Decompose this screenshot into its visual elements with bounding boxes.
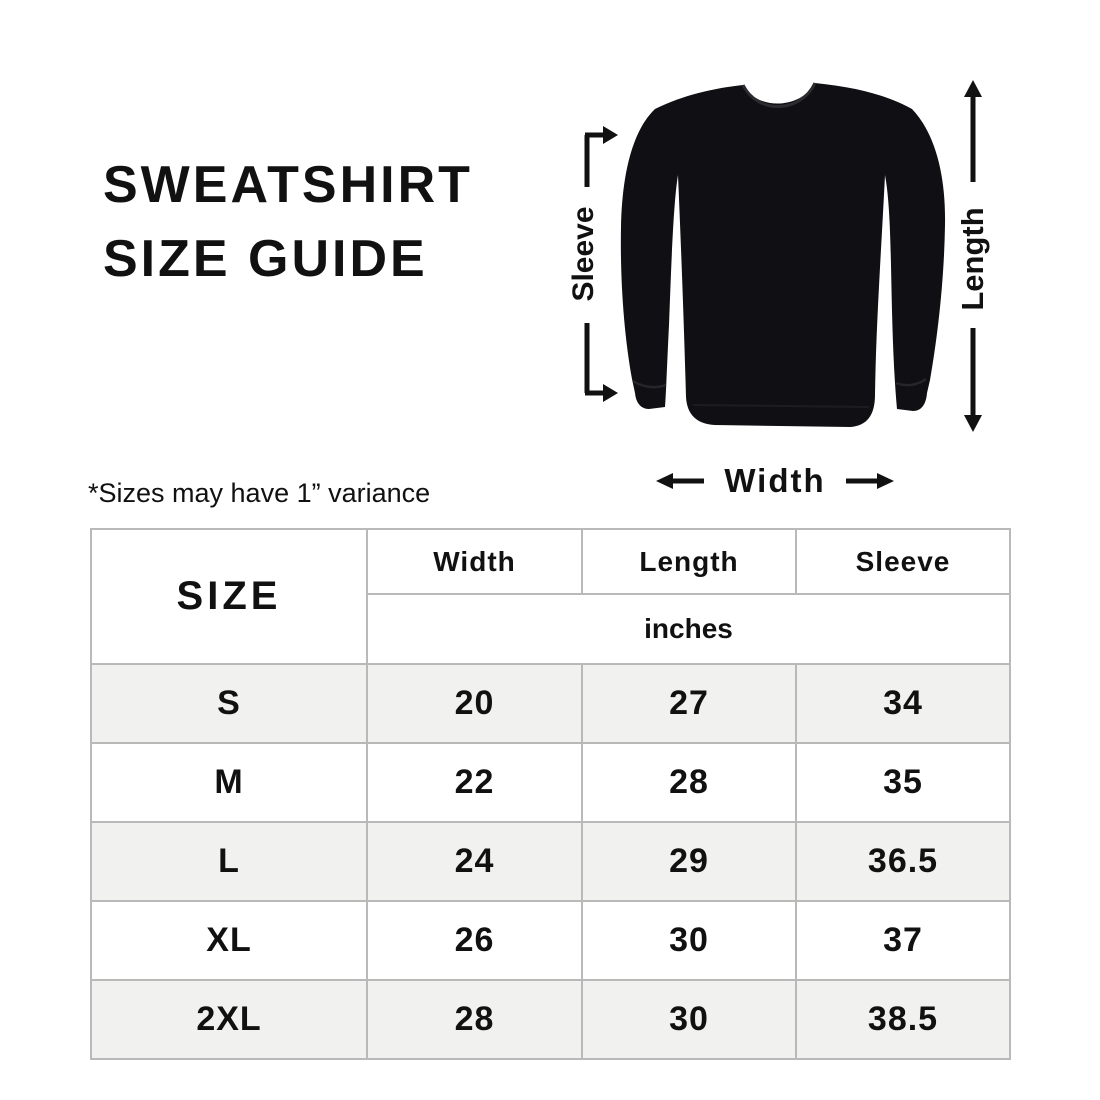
size-table: SIZE Width Length Sleeve inches S 20 27 … [90, 528, 1011, 1060]
sleeve-measure-label: Sleeve [567, 206, 600, 302]
table-row: S 20 27 34 [90, 663, 1011, 744]
width-cell: 24 [366, 821, 583, 902]
size-cell: L [90, 821, 368, 902]
sweatshirt-illustration [620, 82, 946, 427]
sleeve-cell: 38.5 [795, 979, 1011, 1060]
size-cell: XL [90, 900, 368, 981]
sleeve-cell: 36.5 [795, 821, 1011, 902]
length-cell: 27 [581, 663, 797, 744]
width-measure: Width [635, 460, 915, 502]
table-header-row: SIZE Width Length Sleeve [90, 528, 1011, 665]
sleeve-cell: 34 [795, 663, 1011, 744]
page-title-line-2: SIZE GUIDE [103, 230, 428, 288]
width-right-arrow-icon [845, 473, 894, 489]
sleeve-column-header: Sleeve [795, 528, 1011, 595]
sleeve-cell: 35 [795, 742, 1011, 823]
width-cell: 22 [366, 742, 583, 823]
unit-header: inches [366, 593, 1011, 665]
width-measure-label: Width [724, 462, 826, 499]
variance-note: *Sizes may have 1” variance [88, 478, 431, 508]
page-title: SWEATSHIRT SIZE GUIDE [103, 148, 473, 296]
width-cell: 28 [366, 979, 583, 1060]
length-cell: 28 [581, 742, 797, 823]
left-cuff-seam [632, 379, 667, 389]
size-cell: M [90, 742, 368, 823]
size-cell: S [90, 663, 368, 744]
table-row: XL 26 30 37 [90, 900, 1011, 981]
length-top-arrowhead [964, 80, 982, 97]
length-cell: 29 [581, 821, 797, 902]
width-cell: 20 [366, 663, 583, 744]
length-cell: 30 [581, 979, 797, 1060]
page-title-line-1: SWEATSHIRT [103, 156, 473, 214]
length-column-header: Length [581, 528, 797, 595]
table-row: 2XL 28 30 38.5 [90, 979, 1011, 1060]
width-column-header: Width [366, 528, 583, 595]
hem-seam [692, 404, 870, 408]
sweatshirt-silhouette [620, 83, 946, 427]
sleeve-top-arrowhead [603, 126, 618, 144]
width-left-arrow-icon [656, 473, 705, 489]
length-measure-label: Length [955, 207, 990, 311]
table-row: L 24 29 36.5 [90, 821, 1011, 902]
size-cell: 2XL [90, 979, 368, 1060]
table-row: M 22 28 35 [90, 742, 1011, 823]
sleeve-cell: 37 [795, 900, 1011, 981]
width-cell: 26 [366, 900, 583, 981]
collar-rib-line [741, 82, 817, 108]
table-unit-row: inches [91, 593, 1011, 665]
sleeve-measure-arrows [584, 126, 618, 402]
length-measure-arrows [964, 80, 982, 432]
size-column-header: SIZE [90, 528, 368, 665]
right-cuff-seam [895, 377, 927, 387]
length-bottom-arrowhead [964, 415, 982, 432]
length-cell: 30 [581, 900, 797, 981]
sleeve-bottom-arrowhead [603, 384, 618, 402]
